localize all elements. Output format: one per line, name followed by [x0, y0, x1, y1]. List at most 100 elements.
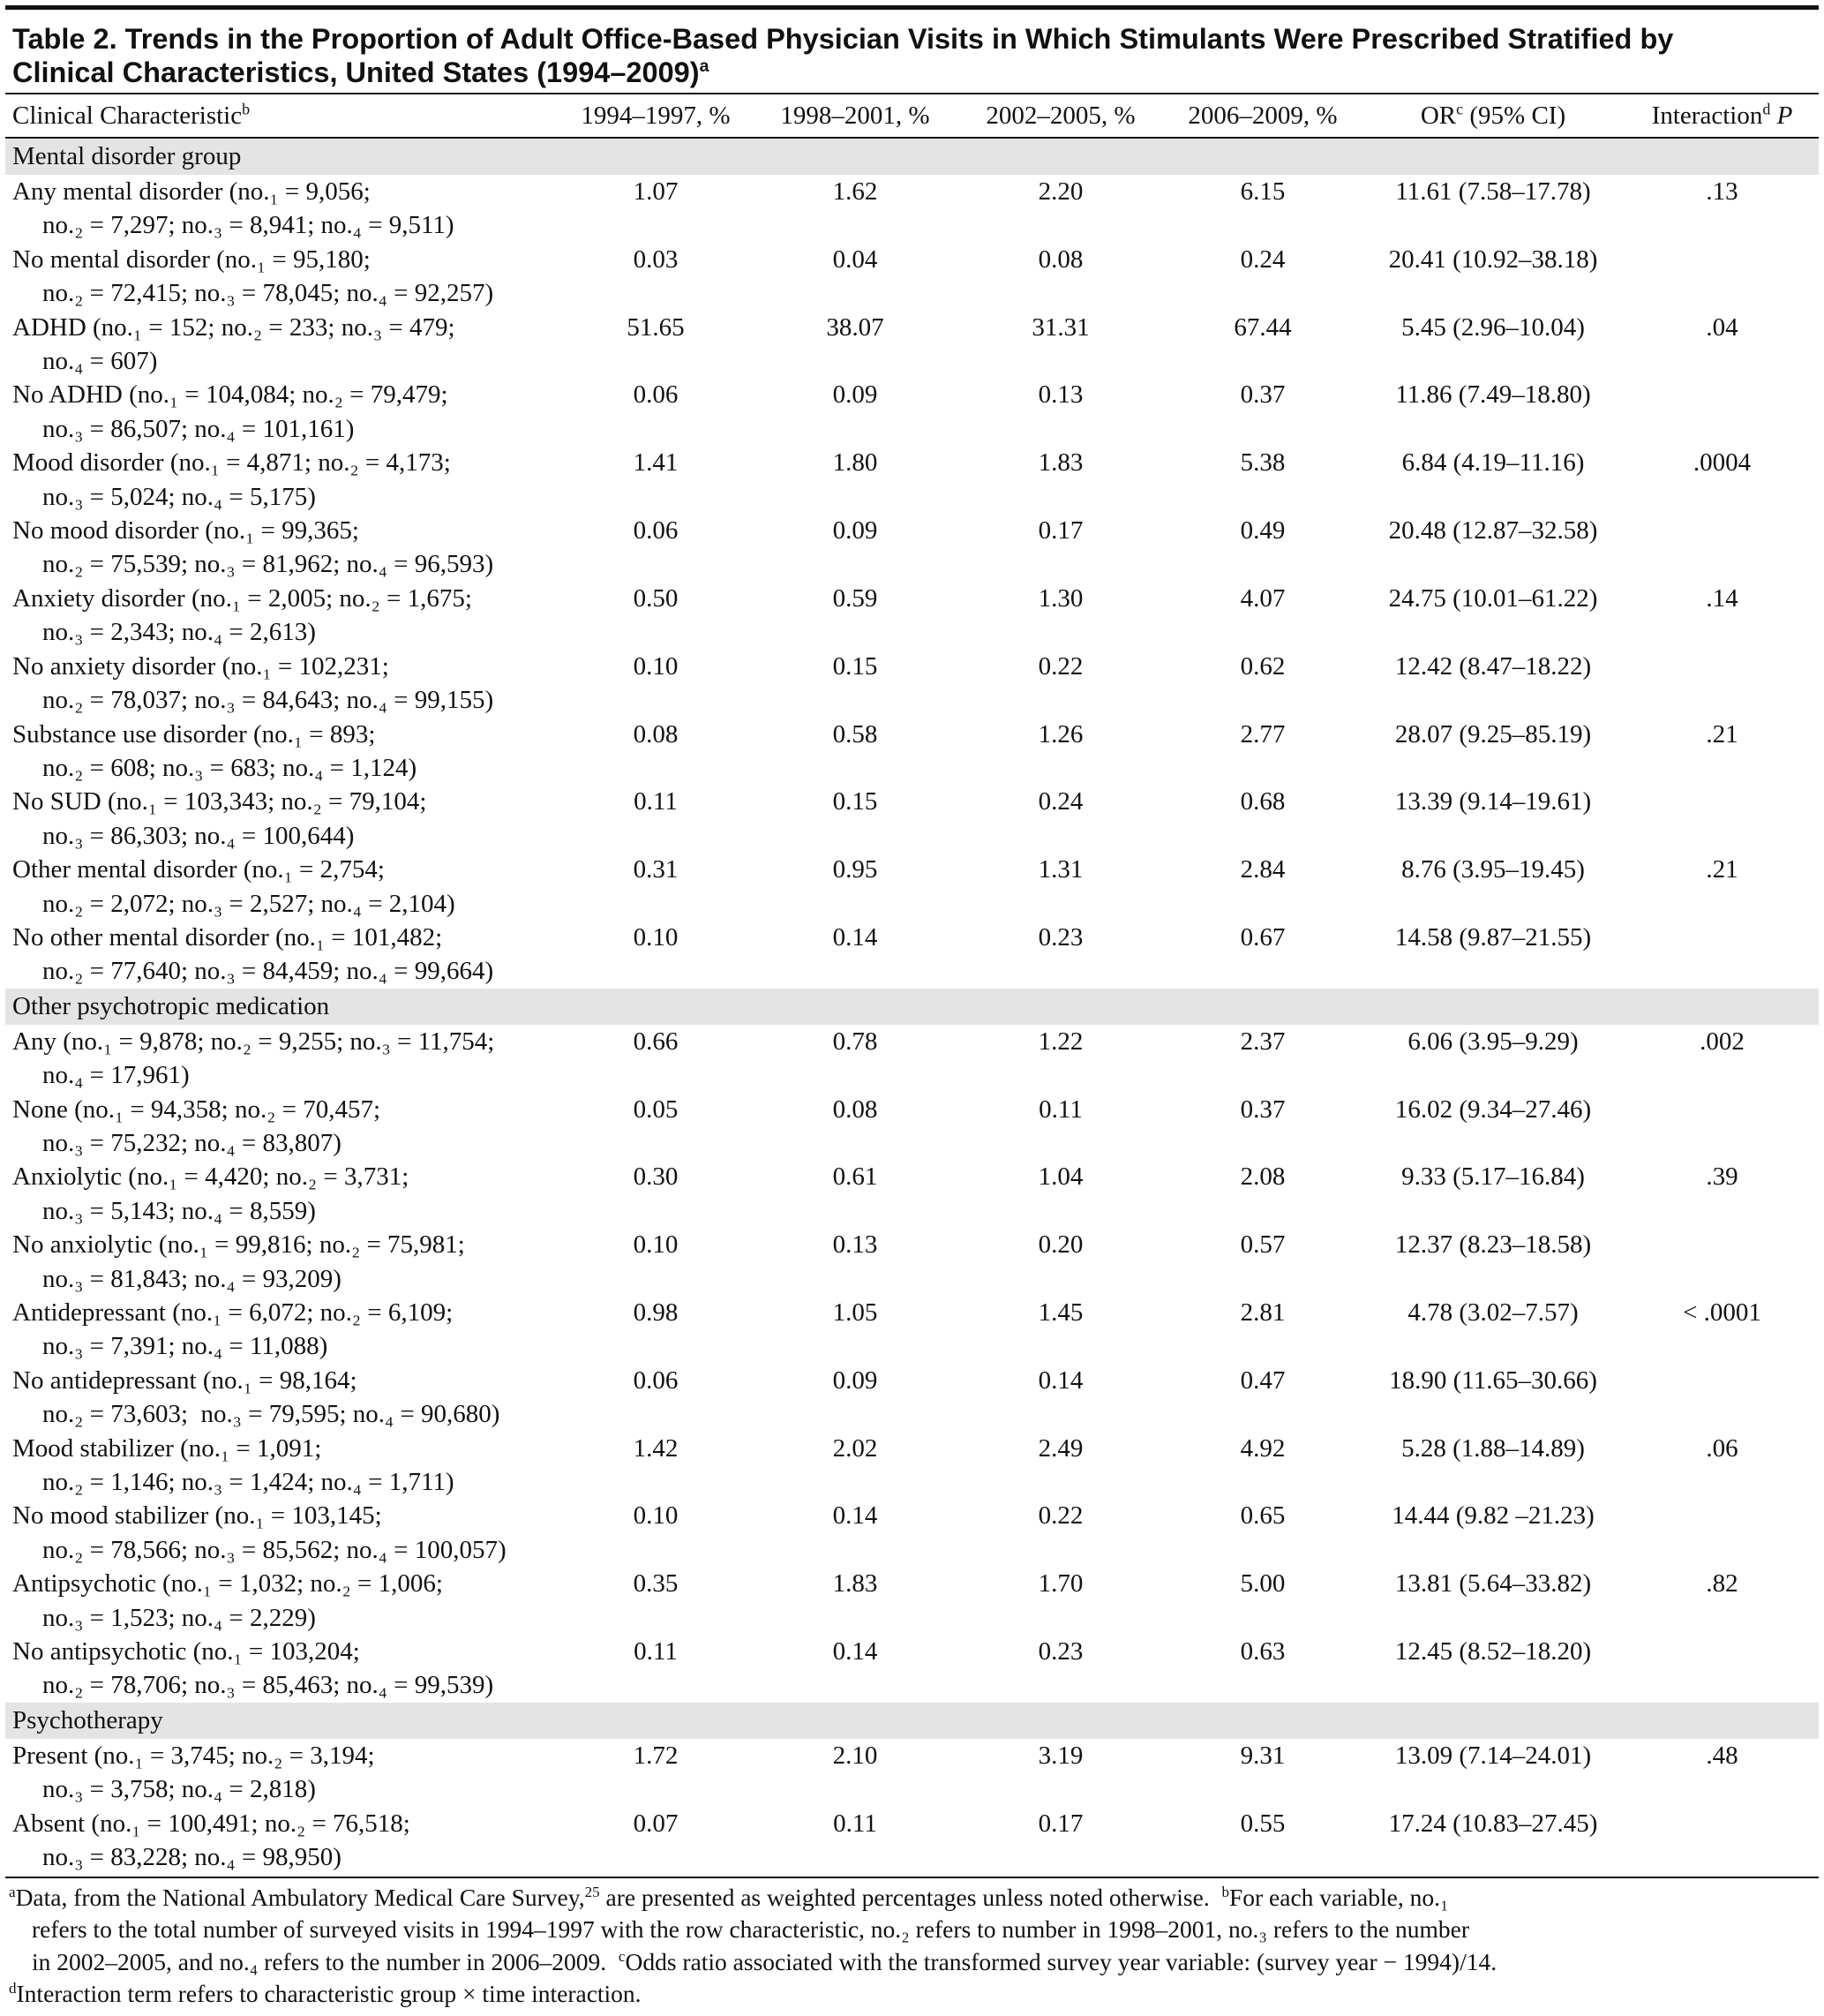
cell: .39 — [1625, 1160, 1819, 1228]
cell: 0.15 — [754, 650, 957, 718]
cell: 5.28 (1.88–14.89) — [1361, 1432, 1625, 1500]
label-line: No mental disorder (no.₁ = 95,180; — [12, 244, 371, 274]
cell: 6.84 (4.19–11.16) — [1361, 446, 1625, 514]
label-line: ADHD (no.₁ = 152; no.₂ = 233; no.₃ = 479… — [12, 312, 455, 342]
cell: 0.24 — [1165, 243, 1361, 311]
title-line: Table 2. Trends in the Proportion of Adu… — [12, 23, 1674, 55]
cell-value: 1.42 — [633, 1433, 679, 1463]
cell: 13.09 (7.14–24.01) — [1361, 1739, 1625, 1807]
cell-value: 17.24 (10.83–27.45) — [1388, 1809, 1598, 1838]
cell-value: 4.07 — [1240, 583, 1286, 613]
cell: 6.15 — [1165, 175, 1361, 243]
cell-value: .82 — [1706, 1569, 1738, 1599]
cell-value: 0.17 — [1038, 1809, 1084, 1838]
cell: 2.81 — [1165, 1296, 1361, 1364]
cell-value: 12.37 (8.23–18.58) — [1394, 1230, 1592, 1260]
row-label: No ADHD (no.₁ = 104,084; no.₂ = 79,479; n… — [5, 378, 558, 446]
label-line: Mood disorder (no.₁ = 4,871; no.₂ = 4,17… — [12, 448, 451, 478]
data-row: No SUD (no.₁ = 103,343; no.₂ = 79,104; no… — [5, 785, 1819, 853]
cell-value: 0.17 — [1038, 516, 1084, 545]
footnote-text: are presented as weighted percentages un… — [599, 1883, 1222, 1911]
label-line: no.₂ = 77,640; no.₃ = 84,459; no.₄ = 99,… — [42, 957, 494, 986]
cell: 0.98 — [558, 1296, 754, 1364]
data-row: No mood disorder (no.₁ = 99,365; no.₂ = 7… — [5, 514, 1819, 582]
cell: .04 — [1625, 311, 1819, 379]
cell-value: 0.09 — [832, 1365, 878, 1395]
cell-value: 0.22 — [1038, 651, 1084, 681]
footnotes: aData, from the National Ambulatory Medi… — [5, 1878, 1819, 2011]
label-line: Antidepressant (no.₁ = 6,072; no.₂ = 6,1… — [12, 1298, 454, 1327]
cell: 38.07 — [754, 311, 957, 379]
cell-value: 13.81 (5.64–33.82) — [1394, 1569, 1592, 1599]
label-line: no.₃ = 81,843; no.₄ = 93,209) — [42, 1264, 342, 1293]
cell-value: 0.63 — [1240, 1637, 1286, 1666]
data-row: Antipsychotic (no.₁ = 1,032; no.₂ = 1,00… — [5, 1567, 1819, 1635]
cell-value: 0.09 — [832, 380, 878, 410]
cell: 1.26 — [957, 718, 1165, 786]
cell: 0.37 — [1165, 1093, 1361, 1161]
cell-value: 1.72 — [633, 1741, 679, 1770]
cell-value: 0.98 — [633, 1298, 679, 1327]
label-line: Substance use disorder (no.₁ = 893; — [12, 719, 376, 748]
cell-value: 6.15 — [1240, 177, 1286, 206]
cell-value: 0.58 — [832, 719, 878, 748]
cell: 0.61 — [754, 1160, 957, 1228]
cell-value: .002 — [1700, 1027, 1745, 1056]
cell: 0.65 — [1165, 1499, 1361, 1567]
cell-value: 0.59 — [832, 583, 878, 613]
label-line: No SUD (no.₁ = 103,343; no.₂ = 79,104; — [12, 787, 427, 816]
cell-value: 14.44 (9.82 –21.23) — [1392, 1501, 1595, 1531]
cell-value: 0.06 — [633, 380, 679, 410]
cell — [1625, 1499, 1819, 1567]
cell: 0.10 — [558, 1228, 754, 1296]
row-label: No mental disorder (no.₁ = 95,180; no.₂ =… — [5, 243, 558, 311]
cell: 0.14 — [754, 921, 957, 989]
cell-value: 11.86 (7.49–18.80) — [1395, 380, 1591, 410]
cell-value: 5.38 — [1240, 448, 1286, 478]
cell-value: 16.02 (9.34–27.46) — [1394, 1095, 1592, 1124]
cell-value: 0.14 — [832, 922, 878, 952]
cell-value: 0.11 — [634, 1637, 678, 1666]
header-text: 1994–1997, % — [581, 101, 731, 130]
cell: 20.48 (12.87–32.58) — [1361, 514, 1625, 582]
footnote-marker: a — [9, 1883, 16, 1900]
footnote-marker: a — [699, 56, 709, 77]
label-line: no.₄ = 17,961) — [42, 1061, 190, 1090]
cell: 0.68 — [1165, 785, 1361, 853]
row-label: Anxiolytic (no.₁ = 4,420; no.₂ = 3,731; n… — [5, 1160, 558, 1228]
cell-value: 0.08 — [1038, 244, 1084, 274]
title-line: Clinical Characteristics, United States … — [12, 56, 1812, 89]
label-line: no.₂ = 78,706; no.₃ = 85,463; no.₄ = 99,… — [42, 1671, 494, 1700]
cell-value: 31.31 — [1032, 312, 1090, 342]
footnote-text: Odds ratio associated with the transform… — [625, 1947, 1497, 1975]
footnote-text: Interaction term refers to characteristi… — [16, 1980, 642, 2007]
section-title: Other psychotropic medication — [5, 988, 1819, 1025]
cell-value: 0.04 — [832, 244, 878, 274]
data-row: Mood disorder (no.₁ = 4,871; no.₂ = 4,17… — [5, 446, 1819, 514]
cell: 1.70 — [957, 1567, 1165, 1635]
label-line: Absent (no.₁ = 100,491; no.₂ = 76,518; — [12, 1809, 410, 1838]
cell-value: 0.61 — [832, 1162, 878, 1192]
header-text: 1998–2001, % — [780, 101, 930, 130]
cell-value: 4.92 — [1240, 1433, 1286, 1463]
cell: 0.58 — [754, 718, 957, 786]
label-line: Anxiolytic (no.₁ = 4,420; no.₂ = 3,731; — [12, 1162, 409, 1192]
cell-value: 14.58 (9.87–21.55) — [1394, 922, 1592, 952]
column-header: Clinical Characteristicb — [5, 93, 558, 139]
cell-value: 1.04 — [1038, 1162, 1084, 1192]
cell: 5.00 — [1165, 1567, 1361, 1635]
cell: 0.09 — [754, 1364, 957, 1432]
cell: 0.67 — [1165, 921, 1361, 989]
cell-value: 13.09 (7.14–24.01) — [1394, 1741, 1592, 1770]
cell-value: 1.07 — [633, 177, 679, 206]
row-label: No mood disorder (no.₁ = 99,365; no.₂ = 7… — [5, 514, 558, 582]
cell-value: 2.08 — [1240, 1162, 1286, 1192]
label-line: No anxiolytic (no.₁ = 99,816; no.₂ = 75,… — [12, 1230, 465, 1260]
label-line: no.₃ = 7,391; no.₄ = 11,088) — [42, 1332, 328, 1361]
cell-value: 1.62 — [832, 177, 878, 206]
footnote-line: dInteraction term refers to characterist… — [9, 1978, 1819, 2011]
cell: 0.14 — [957, 1364, 1165, 1432]
cell — [1625, 1806, 1819, 1878]
cell: 24.75 (10.01–61.22) — [1361, 582, 1625, 650]
cell-value: .14 — [1706, 583, 1738, 613]
